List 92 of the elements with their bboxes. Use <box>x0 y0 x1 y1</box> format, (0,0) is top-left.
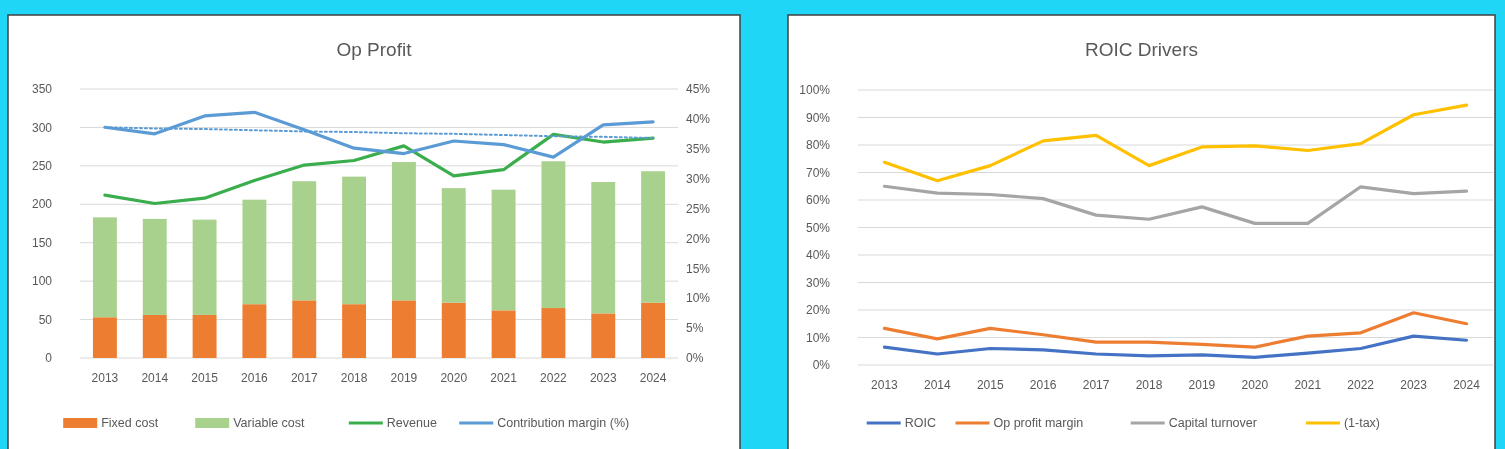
x-tick-label: 2013 <box>91 371 119 385</box>
y-tick-label: 70% <box>805 165 831 180</box>
bar <box>591 313 616 358</box>
bar <box>292 300 317 358</box>
bar <box>342 176 367 305</box>
y-tick-label: 40% <box>805 248 831 263</box>
y2-tick-label: 30% <box>686 171 711 186</box>
legend-label: Contribution margin (%) <box>497 416 630 431</box>
bar <box>192 219 217 315</box>
x-tick-label: 2015 <box>191 371 219 385</box>
x-tick-label: 2017 <box>290 371 318 385</box>
bar <box>142 314 167 358</box>
bar <box>541 161 566 309</box>
y-tick-label: 100% <box>799 83 831 98</box>
y2-tick-label: 15% <box>686 261 711 276</box>
y2-tick-label: 5% <box>686 321 704 336</box>
x-tick-label: 2022 <box>540 371 568 385</box>
y-tick-label: 20% <box>805 303 831 318</box>
bar <box>491 189 516 311</box>
bar <box>591 182 616 314</box>
y-tick-label: 30% <box>805 275 831 290</box>
x-tick-label: 2017 <box>1082 378 1110 392</box>
y2-tick-label: 40% <box>686 112 711 127</box>
bar <box>242 199 267 305</box>
x-tick-label: 2019 <box>390 371 418 385</box>
bar <box>491 310 516 358</box>
legend-label: (1-tax) <box>1343 416 1381 431</box>
y2-tick-label: 20% <box>686 231 711 246</box>
bar <box>342 304 367 358</box>
x-tick-label: 2016 <box>1029 378 1057 392</box>
line-series <box>882 184 1469 225</box>
y-tick-label: 80% <box>805 138 831 153</box>
x-tick-label: 2020 <box>440 371 468 385</box>
legend-label: Variable cost <box>233 416 306 431</box>
x-tick-label: 2023 <box>1400 378 1428 392</box>
x-tick-label: 2024 <box>639 371 667 385</box>
bar <box>441 188 466 303</box>
legend-label: Fixed cost <box>101 416 159 431</box>
x-tick-label: 2019 <box>1188 378 1216 392</box>
line-series <box>103 132 655 206</box>
y-tick-label: 50 <box>38 312 53 327</box>
legend-label: Capital turnover <box>1168 416 1257 431</box>
legend-label: Revenue <box>386 416 437 431</box>
y2-tick-label: 0% <box>686 351 704 366</box>
y-tick-label: 0 <box>45 351 53 366</box>
x-tick-label: 2014 <box>141 371 169 385</box>
x-tick-label: 2013 <box>871 378 899 392</box>
bar <box>292 181 317 301</box>
y-tick-label: 0% <box>812 358 831 373</box>
bar <box>192 314 217 358</box>
bar <box>242 304 267 358</box>
y-tick-label: 60% <box>805 193 831 208</box>
chart-title: Op Profit <box>336 39 413 60</box>
y-tick-label: 50% <box>805 220 831 235</box>
x-tick-label: 2024 <box>1453 378 1481 392</box>
bar <box>142 218 167 315</box>
y-tick-label: 250 <box>31 159 53 174</box>
y-tick-label: 200 <box>31 197 53 212</box>
bar <box>92 217 117 318</box>
x-tick-label: 2020 <box>1241 378 1269 392</box>
bar <box>541 308 566 358</box>
bar <box>441 302 466 358</box>
x-tick-label: 2018 <box>1135 378 1163 392</box>
bar <box>641 171 666 303</box>
x-tick-label: 2016 <box>241 371 269 385</box>
line-series <box>882 334 1469 359</box>
chart-title: ROIC Drivers <box>1085 39 1198 60</box>
line-series <box>882 311 1469 349</box>
x-tick-label: 2014 <box>924 378 952 392</box>
y-tick-label: 100 <box>31 274 53 289</box>
x-tick-label: 2021 <box>490 371 518 385</box>
y-tick-label: 300 <box>31 120 53 135</box>
x-tick-label: 2018 <box>340 371 368 385</box>
x-tick-label: 2015 <box>976 378 1004 392</box>
x-tick-label: 2023 <box>589 371 617 385</box>
bar <box>641 302 666 358</box>
bar <box>391 300 416 358</box>
y2-tick-label: 35% <box>686 141 711 156</box>
y2-tick-label: 10% <box>686 291 711 306</box>
y-tick-label: 150 <box>31 235 53 250</box>
line-series <box>882 103 1469 183</box>
x-tick-label: 2021 <box>1294 378 1322 392</box>
y-tick-label: 350 <box>31 82 53 97</box>
bar <box>92 317 117 358</box>
x-tick-label: 2022 <box>1347 378 1375 392</box>
y-tick-label: 90% <box>805 110 831 125</box>
legend-label: Op profit margin <box>993 416 1084 431</box>
bar <box>391 162 416 301</box>
y2-tick-label: 25% <box>686 201 711 216</box>
y-tick-label: 10% <box>805 330 831 345</box>
legend-label: ROIC <box>904 416 936 431</box>
y2-tick-label: 45% <box>686 82 711 97</box>
